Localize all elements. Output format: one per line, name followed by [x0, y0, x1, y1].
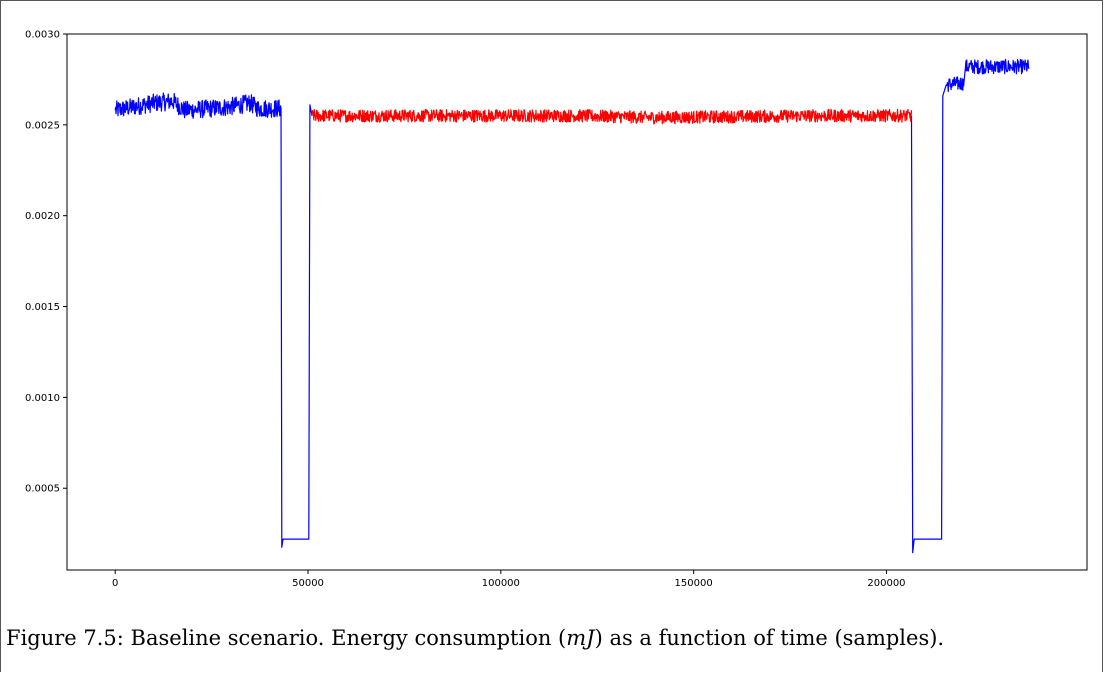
y-tick-label: 0.0030	[25, 30, 60, 41]
x-tick-label: 50000	[292, 578, 324, 589]
series-0-segment-0	[114, 92, 313, 548]
y-tick-label: 0.0015	[25, 302, 60, 313]
plot-area: 0 50000 100000 150000 200000 0.0005 0.0010 0.00…	[25, 30, 1088, 589]
series-1-segment-0	[311, 108, 913, 125]
x-tick-label: 200000	[867, 578, 905, 589]
series-0-segment-1	[910, 58, 1030, 554]
y-tick-label: 0.0025	[25, 120, 60, 131]
x-tick-label: 0	[112, 578, 118, 589]
x-tick-label: 150000	[675, 578, 713, 589]
y-tick-label: 0.0020	[25, 211, 60, 222]
caption-prefix: Figure 7.5: Baseline scenario. Energy co…	[6, 626, 567, 650]
x-tick-label: 100000	[482, 578, 520, 589]
axes-frame	[66, 33, 1088, 571]
y-tick-label: 0.0005	[25, 484, 60, 495]
caption-unit: mJ	[566, 626, 595, 650]
figure-caption: Figure 7.5: Baseline scenario. Energy co…	[6, 626, 1104, 650]
y-tick-label: 0.0010	[25, 393, 60, 404]
energy-line-chart: 0 50000 100000 150000 200000 0.0005 0.0010 0.00…	[25, 30, 1088, 589]
caption-suffix: ) as a function of time (samples).	[594, 626, 945, 650]
